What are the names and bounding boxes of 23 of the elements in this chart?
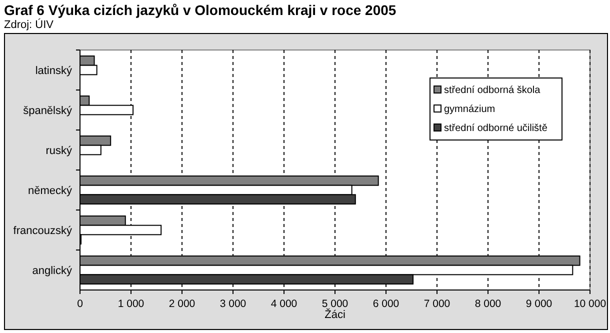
y-tick-label: latinský: [35, 65, 72, 77]
legend-label: střední odborná škola: [444, 85, 541, 96]
y-tick-label: francouzský: [13, 225, 72, 237]
x-tick-label: 0: [77, 298, 84, 310]
x-tick-label: 1 000: [118, 298, 144, 310]
chart-subtitle: Zdroj: ÚIV: [4, 18, 54, 31]
x-tick-label: 4 000: [270, 298, 298, 310]
legend-label: střední odborné učiliště: [444, 123, 548, 134]
y-tick-label: anglický: [32, 265, 72, 277]
chart-title: Graf 6 Výuka cizích jazyků v Olomouckém kraji v roce 2005: [4, 2, 396, 18]
x-axis-title: Žáci: [324, 308, 346, 321]
y-tick-label: ruský: [46, 145, 72, 157]
x-tick-label: 7 000: [424, 298, 450, 310]
x-tick-label: 9 000: [526, 298, 552, 310]
x-tick-label: 10 000: [574, 298, 606, 310]
x-tick-label: 6 000: [372, 298, 400, 310]
x-tick-label: 8 000: [474, 298, 502, 310]
x-tick-label: 2 000: [168, 298, 196, 310]
x-tick-label: 5 000: [322, 298, 348, 310]
x-tick-label: 3 000: [220, 298, 246, 310]
y-tick-label: německý: [28, 185, 72, 197]
y-tick-label: španělský: [23, 105, 72, 117]
legend-label: gymnázium: [444, 104, 496, 115]
